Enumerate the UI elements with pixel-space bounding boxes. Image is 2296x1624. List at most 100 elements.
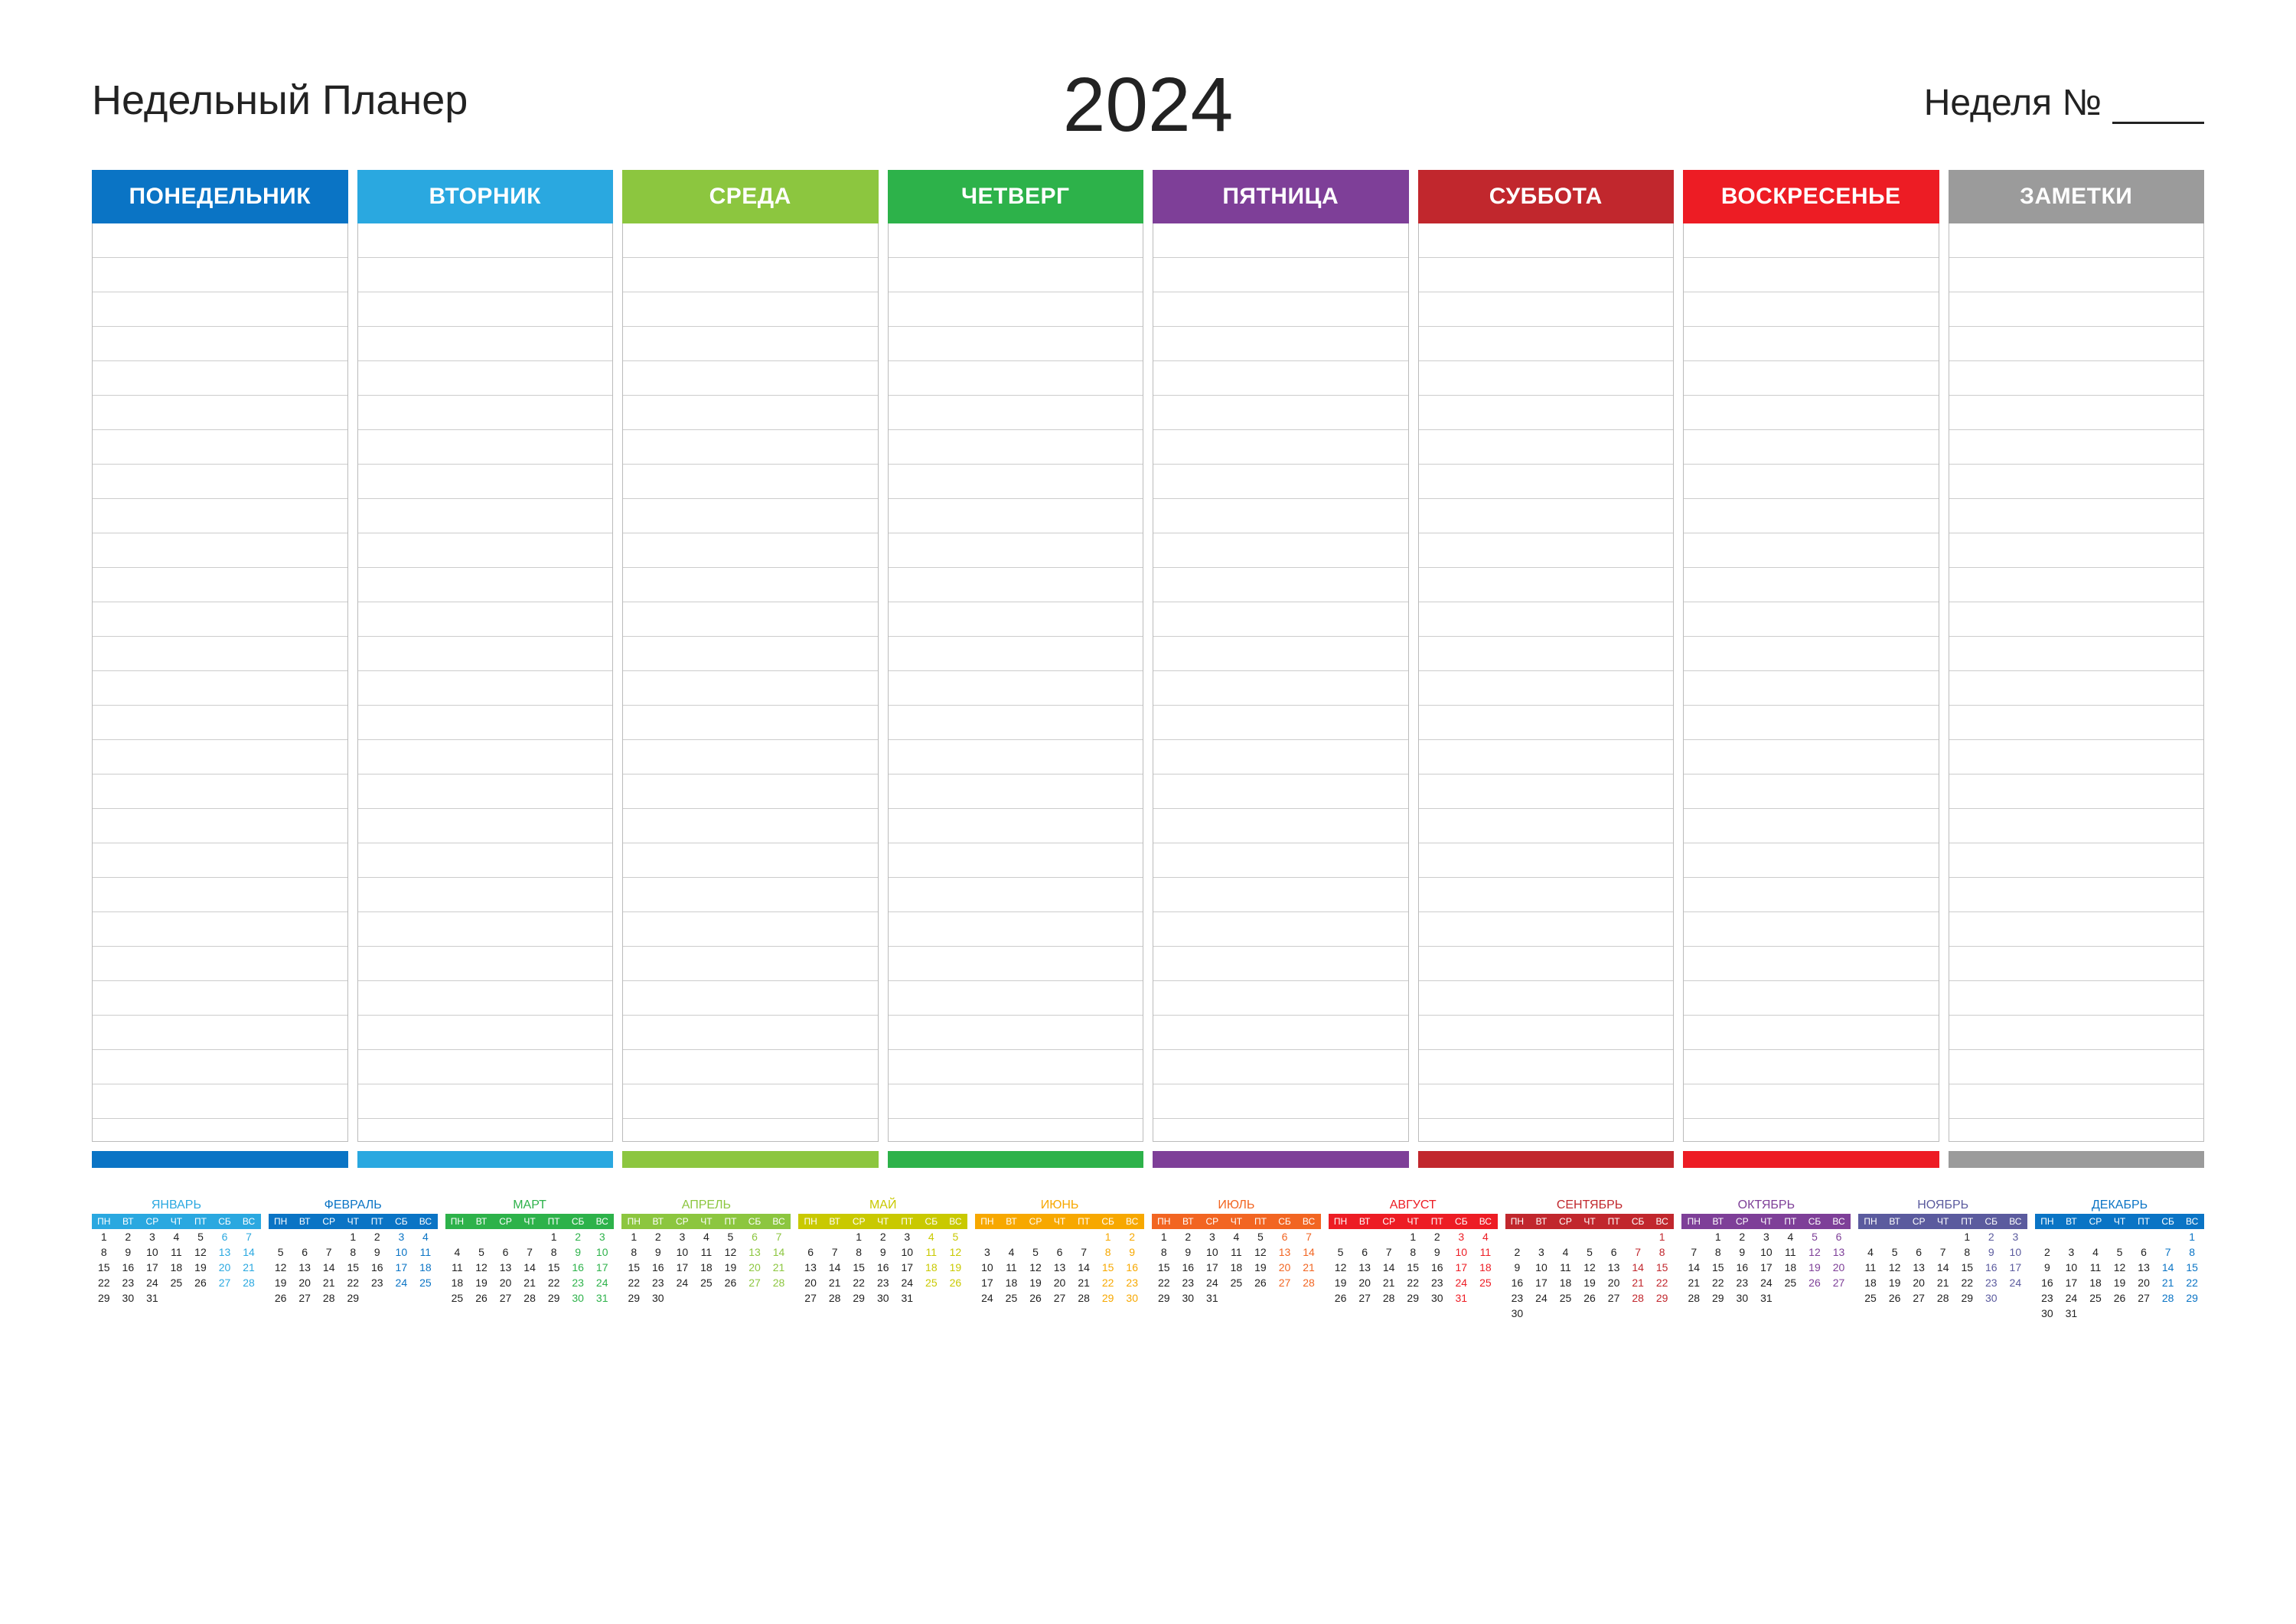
day-cell: 3: [1754, 1229, 1779, 1244]
day-cell: 11: [919, 1244, 944, 1260]
day-cell: 15: [846, 1260, 871, 1275]
month-title: ОКТЯБРЬ: [1681, 1198, 1851, 1212]
day-cell: 23: [1505, 1290, 1530, 1306]
year-calendar-strip: ЯНВАРЬПНВТСРЧТПТСБВС12345678910111213141…: [92, 1198, 2204, 1321]
day-cell: 21: [317, 1275, 341, 1290]
days-grid: 0000001234567891011121314151617181920212…: [1505, 1229, 1675, 1321]
week-input-line[interactable]: [2112, 122, 2204, 124]
day-cell: 16: [566, 1260, 590, 1275]
dow-row: ПНВТСРЧТПТСБВС: [92, 1214, 261, 1229]
day-cell: 11: [1554, 1260, 1578, 1275]
day-cell: 10: [390, 1244, 414, 1260]
day-cell: 10: [1200, 1244, 1225, 1260]
dow-cell: ЧТ: [1754, 1215, 1779, 1228]
day-cell: 15: [1152, 1260, 1176, 1275]
column-body[interactable]: [1153, 223, 1409, 1142]
column-body[interactable]: [622, 223, 879, 1142]
day-cell: 22: [2180, 1275, 2204, 1290]
dow-cell: ВТ: [1529, 1215, 1554, 1228]
day-cell: 17: [1450, 1260, 1474, 1275]
column-footer-bar: [92, 1151, 348, 1168]
header: Недельный Планер 2024 Неделя №: [92, 77, 2204, 124]
day-cell: 1: [846, 1229, 871, 1244]
day-cell: 31: [1200, 1290, 1225, 1306]
dow-cell: СБ: [1450, 1215, 1474, 1228]
day-cell: 16: [1120, 1260, 1144, 1275]
day-cell: 23: [365, 1275, 390, 1290]
planner-column: СУББОТА: [1418, 170, 1675, 1168]
day-cell: 3: [590, 1229, 615, 1244]
mini-calendar: ФЕВРАЛЬПНВТСРЧТПТСБВС0001234567891011121…: [269, 1198, 438, 1321]
dow-cell: ЧТ: [341, 1215, 365, 1228]
week-number: Неделя №: [1924, 82, 2204, 124]
day-cell: 10: [140, 1244, 165, 1260]
day-cell: 11: [1000, 1260, 1024, 1275]
day-cell: 29: [341, 1290, 365, 1306]
day-cell: 26: [719, 1275, 743, 1290]
day-cell: 25: [1858, 1290, 1883, 1306]
day-cell: 2: [1176, 1229, 1201, 1244]
day-cell: 23: [1176, 1275, 1201, 1290]
column-body[interactable]: [357, 223, 614, 1142]
day-cell: 8: [2180, 1244, 2204, 1260]
dow-row: ПНВТСРЧТПТСБВС: [1681, 1214, 1851, 1229]
dow-cell: ВС: [944, 1215, 968, 1228]
day-cell: 9: [1425, 1244, 1450, 1260]
day-cell: 12: [944, 1244, 968, 1260]
day-cell: 10: [895, 1244, 920, 1260]
day-cell: 1: [621, 1229, 646, 1244]
column-body[interactable]: [1418, 223, 1675, 1142]
day-cell: 29: [1706, 1290, 1730, 1306]
day-cell: 17: [590, 1260, 615, 1275]
dow-cell: ПН: [798, 1215, 823, 1228]
dow-cell: СР: [846, 1215, 871, 1228]
day-cell: 24: [895, 1275, 920, 1290]
column-body[interactable]: [1949, 223, 2205, 1142]
planner-grid: ПОНЕДЕЛЬНИКВТОРНИКСРЕДАЧЕТВЕРГПЯТНИЦАСУБ…: [92, 170, 2204, 1168]
day-cell: 4: [919, 1229, 944, 1244]
day-cell: 26: [188, 1275, 213, 1290]
day-cell: 5: [1883, 1244, 1907, 1260]
planner-column: ЧЕТВЕРГ: [888, 170, 1144, 1168]
mini-calendar: МАРТПНВТСРЧТПТСБВС0000123456789101112131…: [445, 1198, 615, 1321]
day-cell: 22: [1096, 1275, 1120, 1290]
day-cell: 28: [1626, 1290, 1650, 1306]
column-footer-bar: [888, 1151, 1144, 1168]
day-cell: 20: [1602, 1275, 1626, 1290]
day-cell: 28: [236, 1275, 261, 1290]
dow-cell: СБ: [1096, 1215, 1120, 1228]
column-body[interactable]: [888, 223, 1144, 1142]
day-cell: 3: [1450, 1229, 1474, 1244]
day-cell: 1: [542, 1229, 566, 1244]
day-cell: 1: [1955, 1229, 1979, 1244]
day-cell: 31: [140, 1290, 165, 1306]
day-cell: 15: [1401, 1260, 1425, 1275]
day-cell: 19: [1248, 1260, 1273, 1275]
column-body[interactable]: [1683, 223, 1939, 1142]
dow-cell: СБ: [1626, 1215, 1650, 1228]
day-cell: 24: [1450, 1275, 1474, 1290]
day-cell: 24: [390, 1275, 414, 1290]
planner-column: ВОСКРЕСЕНЬЕ: [1683, 170, 1939, 1168]
day-cell: 6: [1352, 1244, 1377, 1260]
column-body[interactable]: [92, 223, 348, 1142]
day-cell: 11: [445, 1260, 470, 1275]
day-cell: 25: [413, 1275, 438, 1290]
dow-cell: СБ: [1273, 1215, 1297, 1228]
mini-calendar: НОЯБРЬПНВТСРЧТПТСБВС00001234567891011121…: [1858, 1198, 2027, 1321]
day-cell: 7: [1681, 1244, 1706, 1260]
day-cell: 23: [646, 1275, 670, 1290]
dow-cell: ПН: [1329, 1215, 1353, 1228]
dow-cell: ЧТ: [1401, 1215, 1425, 1228]
day-cell: 21: [1296, 1260, 1321, 1275]
column-footer-bar: [1949, 1151, 2205, 1168]
dow-cell: ПН: [2035, 1215, 2060, 1228]
days-grid: 0000012345678910111213141516171819202122…: [975, 1229, 1144, 1306]
day-cell: 22: [1955, 1275, 1979, 1290]
day-cell: 6: [798, 1244, 823, 1260]
dow-cell: ПТ: [719, 1215, 743, 1228]
day-cell: 17: [670, 1260, 695, 1275]
dow-cell: СБ: [742, 1215, 767, 1228]
dow-cell: ВС: [2180, 1215, 2204, 1228]
day-cell: 15: [1650, 1260, 1675, 1275]
